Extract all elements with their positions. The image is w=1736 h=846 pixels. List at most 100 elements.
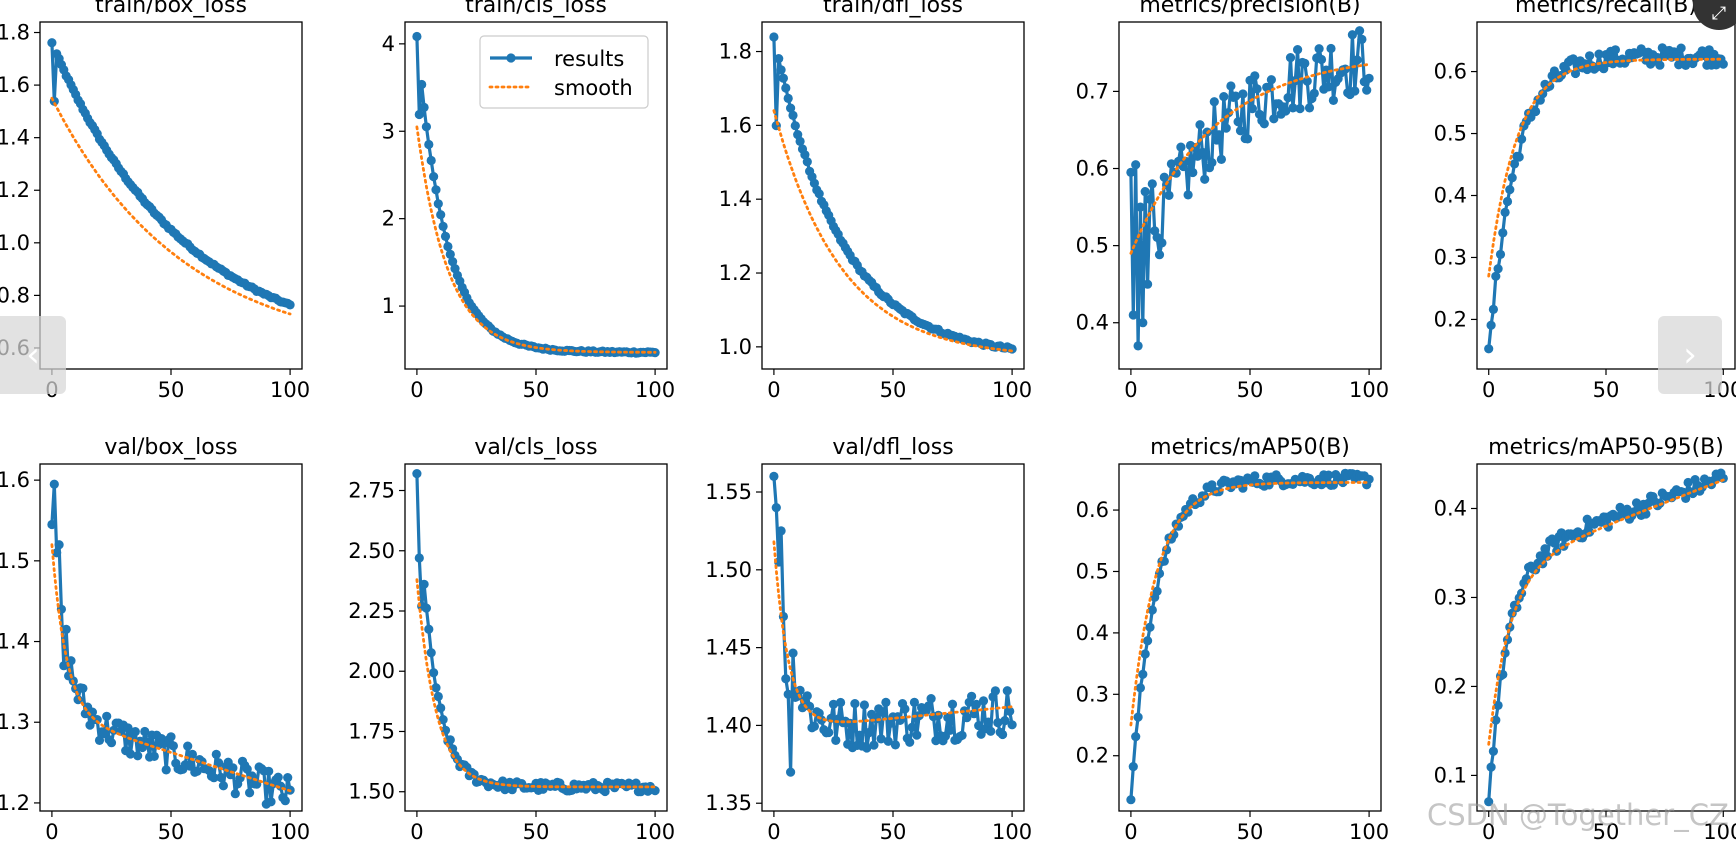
smooth-line [415, 125, 657, 354]
previous-image-button[interactable]: ‹ [0, 316, 66, 394]
results-point [1491, 715, 1501, 725]
expand-icon: ⤢ [1711, 3, 1727, 24]
smooth-line [1487, 478, 1725, 746]
results-point [1131, 732, 1141, 742]
results-point [1007, 344, 1017, 354]
x-tick-label: 0 [410, 378, 423, 402]
results-point [881, 697, 891, 708]
results-point [1293, 45, 1303, 55]
y-tick-label: 1.8 [719, 40, 752, 64]
y-tick-label: 0.1 [1434, 763, 1467, 787]
results-point [862, 743, 872, 753]
results-point [161, 765, 171, 775]
results-point [242, 764, 252, 774]
results-point [1304, 103, 1315, 113]
results-point [786, 767, 796, 777]
results-point [1671, 50, 1681, 60]
results-point [1200, 174, 1210, 184]
results-point [1209, 97, 1219, 107]
results-point [947, 699, 958, 709]
results-point [831, 735, 841, 746]
results-point [1176, 142, 1186, 152]
results-point [957, 730, 967, 741]
results-point [986, 726, 996, 736]
results-point [438, 221, 448, 231]
results-point [771, 503, 781, 513]
results-point [1493, 264, 1503, 274]
results-line [1129, 471, 1371, 800]
results-point [445, 735, 455, 745]
results-point [783, 689, 793, 699]
results-point [426, 648, 436, 658]
results-point [1195, 120, 1205, 130]
results-point [776, 65, 786, 75]
results-point [924, 701, 934, 711]
y-tick-label: 0.3 [1434, 585, 1467, 609]
results-point [1135, 683, 1145, 693]
y-tick-label: 1.8 [0, 21, 30, 45]
results-point [1164, 190, 1174, 200]
results-point [1486, 762, 1496, 772]
results-point [781, 674, 791, 684]
y-tick-label: 0.5 [1434, 122, 1467, 146]
results-point [778, 73, 789, 83]
results-point [1570, 68, 1581, 79]
results-point [52, 548, 62, 558]
results-point [414, 109, 424, 120]
results-point [1140, 187, 1150, 197]
results-point [1214, 130, 1224, 140]
results-point [802, 157, 812, 167]
results-point [1681, 60, 1691, 70]
results-point [130, 727, 140, 737]
results-point [795, 136, 805, 146]
y-tick-label: 1.5 [0, 549, 30, 573]
results-point [106, 738, 117, 748]
results-point [1005, 706, 1015, 716]
results-point [431, 683, 441, 693]
results-point [912, 730, 922, 740]
results-point [983, 717, 993, 727]
x-tick-label: 0 [410, 820, 423, 844]
results-point [855, 730, 865, 740]
smooth-line [50, 543, 292, 793]
results-point [419, 102, 429, 112]
results-point [1495, 249, 1506, 259]
results-point [1585, 51, 1595, 61]
results-point [424, 139, 434, 150]
results-point [149, 751, 159, 762]
results-point [1484, 344, 1494, 354]
results-point [836, 697, 846, 708]
y-tick-label: 0.5 [1076, 559, 1109, 583]
results-point [1140, 649, 1150, 659]
results-point [1352, 55, 1362, 65]
results-point [814, 189, 824, 199]
next-image-button[interactable]: › [1658, 316, 1722, 394]
results-point [1328, 95, 1338, 105]
results-point [1718, 59, 1728, 69]
results-point [1285, 53, 1296, 63]
y-tick-label: 0.3 [1434, 245, 1467, 269]
results-point [1316, 54, 1327, 65]
y-tick-label: 1.6 [719, 113, 752, 137]
results-point [967, 691, 977, 701]
y-tick-label: 1.6 [0, 73, 30, 97]
results-point [883, 736, 893, 746]
results-point [1188, 167, 1198, 178]
results-point [438, 715, 448, 725]
y-tick-label: 0.2 [1434, 674, 1467, 698]
smooth-line [1129, 481, 1371, 727]
results-point [1288, 103, 1298, 113]
results-point [993, 718, 1003, 728]
smooth-line [772, 540, 1014, 724]
results-point [1484, 797, 1494, 807]
results-point [49, 479, 59, 489]
x-tick-label: 50 [880, 378, 907, 402]
results-point [1540, 544, 1550, 554]
results-point [264, 766, 274, 776]
results-point [1000, 716, 1010, 726]
y-tick-label: 2.00 [348, 659, 395, 683]
results-point [1491, 271, 1501, 281]
x-tick-label: 0 [45, 820, 58, 844]
results-line [1487, 46, 1725, 349]
x-tick-label: 100 [1349, 820, 1389, 844]
